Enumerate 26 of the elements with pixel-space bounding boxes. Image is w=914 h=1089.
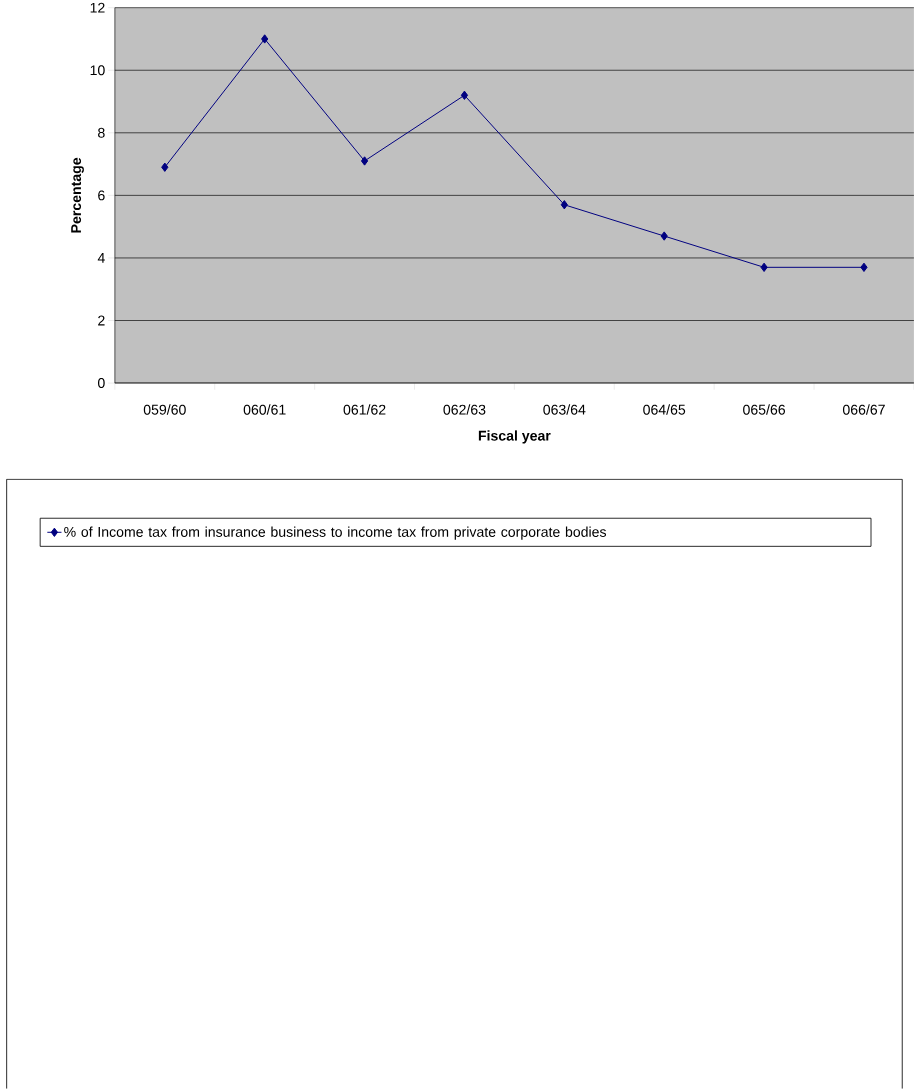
y-axis-title: Percentage (71, 157, 84, 233)
point (660, 231, 668, 241)
x-tick-label: 065/66 (742, 404, 785, 415)
x-axis-title: Fiscal year (478, 430, 551, 444)
point (161, 162, 169, 172)
y-tick-label: 8 (97, 127, 105, 138)
x-tick-label: 062/63 (443, 404, 486, 415)
point (260, 34, 269, 44)
legend-label: % of Income tax from insurance business to income tax from private corporate bodies (64, 526, 606, 540)
point (560, 200, 568, 210)
point (460, 90, 468, 100)
point (760, 262, 768, 272)
point (860, 262, 868, 272)
y-tick-label: 4 (97, 253, 105, 263)
x-tick-label: 061/62 (343, 404, 386, 415)
y-tick-label: 12 (90, 2, 105, 13)
x-tick-label: 064/65 (643, 404, 686, 415)
y-tick-label: 0 (97, 378, 105, 389)
x-tick-label: 060/61 (243, 404, 286, 415)
x-tick-label: 063/64 (543, 404, 586, 415)
x-tick-label: 059/60 (143, 404, 186, 415)
x-tick-label: 066/67 (842, 404, 885, 415)
y-tick-label: 10 (90, 65, 105, 76)
y-tick-label: 2 (98, 315, 105, 326)
point (360, 156, 369, 166)
y-tick-label: 6 (98, 190, 105, 201)
